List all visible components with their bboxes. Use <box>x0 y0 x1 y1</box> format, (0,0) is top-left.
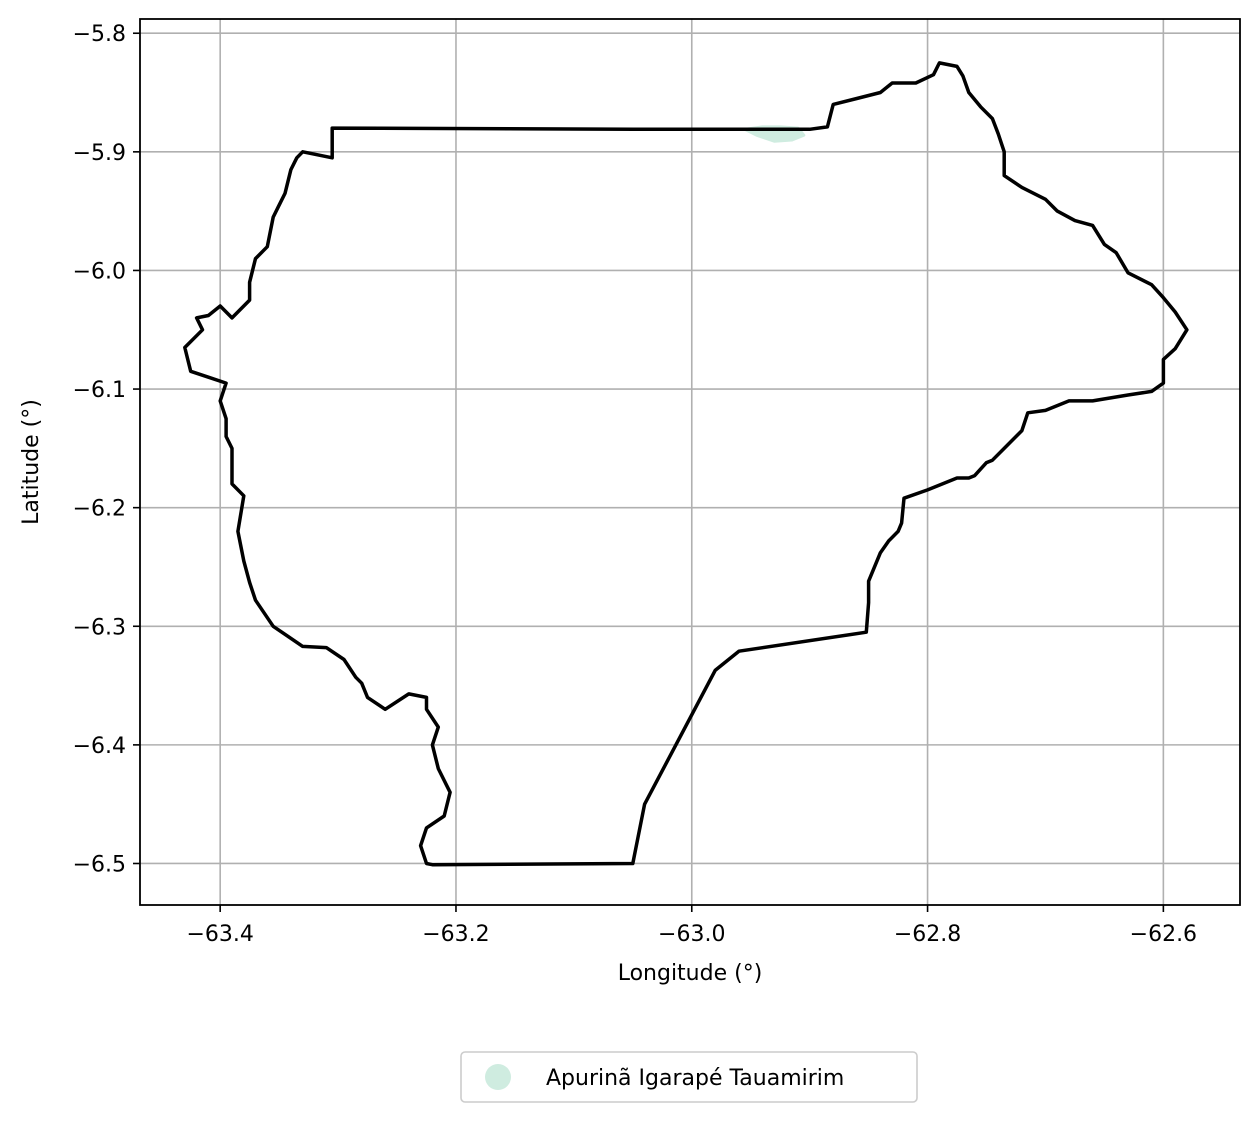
gridlines <box>140 19 1240 905</box>
y-tick-label: −5.8 <box>73 22 126 47</box>
map-data-layer <box>183 61 1189 867</box>
x-tick-label: −63.4 <box>186 922 253 947</box>
axis-ticks: −63.4 −63.2 −63.0 −62.8 −62.6 −5.8 −5.9 −6.0 −6.… <box>73 22 1197 947</box>
x-tick-label: −62.6 <box>1130 922 1197 947</box>
legend-marker <box>485 1064 511 1090</box>
y-tick-label: −6.2 <box>73 497 126 522</box>
y-tick-label: −6.5 <box>73 852 126 877</box>
x-axis-label: Longitude (°) <box>618 961 763 986</box>
legend: Apurinã Igarapé Tauamirim <box>460 1051 918 1103</box>
y-tick-label: −6.3 <box>73 615 126 640</box>
municipality-boundary <box>183 61 1189 867</box>
y-tick-label: −6.1 <box>73 378 126 403</box>
x-tick-label: −63.0 <box>658 922 725 947</box>
y-tick-label: −6.0 <box>73 259 126 284</box>
x-tick-label: −62.8 <box>894 922 961 947</box>
legend-label: Apurinã Igarapé Tauamirim <box>546 1066 844 1091</box>
legend-box <box>460 1051 918 1103</box>
plot-frame <box>139 18 1241 906</box>
x-tick-label: −63.2 <box>422 922 489 947</box>
y-tick-label: −5.9 <box>73 141 126 166</box>
y-tick-label: −6.4 <box>73 734 126 759</box>
y-axis-label: Latitude (°) <box>19 399 44 525</box>
